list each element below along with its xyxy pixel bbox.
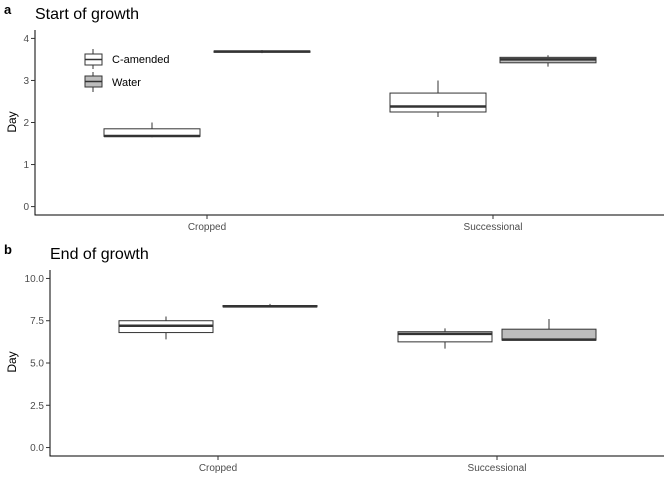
y-tick-label: 0 [23,202,29,213]
legend-water-label: Water [112,77,141,89]
panel-a-title: Start of growth [35,6,139,23]
panel-b-title: End of growth [50,246,149,263]
box-body [397,331,493,343]
y-tick-label: 5.0 [30,359,44,370]
x-tick-label: Cropped [199,463,237,474]
box-c-amended-successional [389,80,487,118]
x-tick-label: Cropped [188,222,226,233]
legend-c-amended-label: C-amended [112,54,169,66]
legend-item-water: Water [84,72,141,92]
y-tick-label: 1 [23,160,29,171]
x-tick-label: Successional [468,463,527,474]
panel-a-y-axis-title: Day [5,111,19,132]
panel-a-label: a [4,2,12,17]
box-c-amended-cropped [103,122,201,138]
box-c-amended-cropped [118,316,214,340]
y-tick-label: 0.0 [30,443,44,454]
legend: C-amended Water [84,49,169,92]
y-tick-label: 10.0 [25,274,45,285]
legend-item-c-amended: C-amended [84,49,169,69]
box-c-amended-successional [397,328,493,349]
box-body [389,92,487,113]
box-water-successional [501,319,597,341]
y-tick-label: 7.5 [30,316,44,327]
y-tick-label: 2.5 [30,401,44,412]
box-water-successional [499,55,597,67]
panel-b-label: b [4,242,12,257]
y-tick-label: 3 [23,76,29,87]
x-tick-label: Successional [464,222,523,233]
plot-layer: 0 1 2 3 4 Cropped Successional 0.0 2.5 5.0 7.5 10.0… [23,30,664,474]
panel-a: 0 1 2 3 4 Cropped Successional [23,30,664,233]
box-water-cropped [222,303,318,308]
panel-b-y-axis-title: Day [5,351,19,372]
box-water-cropped [213,50,311,54]
y-tick-label: 4 [23,34,29,45]
y-tick-label: 2 [23,118,29,129]
panel-b: 0.0 2.5 5.0 7.5 10.0 Cropped Successional [25,270,664,474]
